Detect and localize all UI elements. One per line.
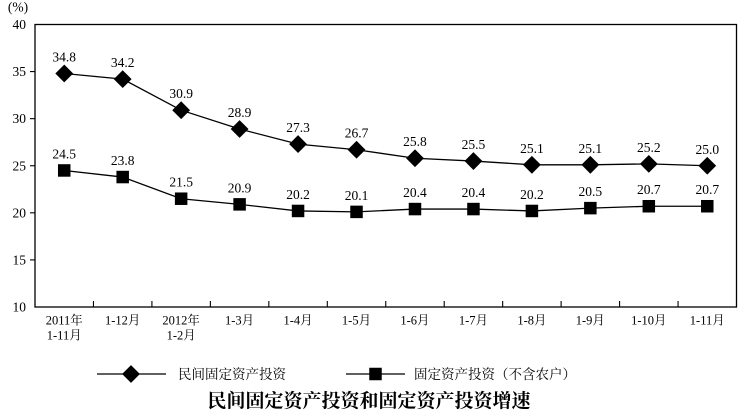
svg-text:34.2: 34.2 [111, 55, 135, 70]
svg-text:23.8: 23.8 [111, 153, 135, 168]
svg-text:20.2: 20.2 [286, 187, 310, 202]
svg-text:20.7: 20.7 [637, 182, 661, 197]
svg-text:1-6月: 1-6月 [400, 314, 429, 328]
svg-text:民间固定资产投资: 民间固定资产投资 [178, 366, 286, 382]
svg-text:1-8月: 1-8月 [517, 314, 546, 328]
svg-text:20.4: 20.4 [403, 185, 427, 200]
svg-text:20: 20 [13, 205, 27, 220]
svg-text:28.9: 28.9 [228, 105, 252, 120]
svg-text:24.5: 24.5 [52, 146, 76, 161]
svg-text:20.5: 20.5 [579, 184, 603, 199]
svg-text:1-5月: 1-5月 [342, 314, 371, 328]
svg-text:25.5: 25.5 [462, 137, 486, 152]
svg-text:40: 40 [13, 17, 27, 32]
svg-text:1-2月: 1-2月 [167, 329, 196, 343]
svg-text:21.5: 21.5 [169, 175, 193, 190]
svg-text:(%): (%) [8, 0, 28, 15]
svg-text:25.2: 25.2 [637, 140, 661, 155]
svg-text:20.9: 20.9 [228, 180, 252, 195]
svg-text:1-3月: 1-3月 [225, 314, 254, 328]
svg-text:30: 30 [13, 111, 27, 126]
svg-text:25.0: 25.0 [695, 142, 719, 157]
svg-text:25.1: 25.1 [520, 141, 544, 156]
svg-text:2012年: 2012年 [162, 313, 200, 328]
svg-text:25.1: 25.1 [579, 141, 603, 156]
svg-text:15: 15 [13, 252, 27, 267]
svg-text:固定资产投资（不含农户）: 固定资产投资（不含农户） [414, 366, 576, 382]
svg-text:1-10月: 1-10月 [631, 314, 666, 328]
svg-text:25.8: 25.8 [403, 134, 427, 149]
svg-text:20.1: 20.1 [345, 188, 369, 203]
svg-text:27.3: 27.3 [286, 120, 310, 135]
svg-text:20.2: 20.2 [520, 187, 544, 202]
svg-text:35: 35 [13, 64, 27, 79]
svg-text:10: 10 [13, 300, 27, 315]
svg-text:1-9月: 1-9月 [576, 314, 605, 328]
svg-text:民间固定资产投资和固定资产投资增速: 民间固定资产投资和固定资产投资增速 [207, 389, 531, 412]
svg-text:2011年: 2011年 [46, 313, 83, 328]
svg-text:1-11月: 1-11月 [47, 329, 82, 343]
svg-text:30.9: 30.9 [169, 86, 193, 101]
svg-text:1-7月: 1-7月 [459, 314, 488, 328]
svg-text:20.4: 20.4 [462, 185, 486, 200]
svg-text:20.7: 20.7 [695, 182, 719, 197]
svg-text:1-4月: 1-4月 [283, 314, 312, 328]
svg-text:25: 25 [13, 158, 27, 173]
svg-text:34.8: 34.8 [52, 49, 76, 64]
svg-text:26.7: 26.7 [345, 126, 369, 141]
svg-text:1-11月: 1-11月 [690, 314, 725, 328]
svg-text:1-12月: 1-12月 [105, 314, 140, 328]
